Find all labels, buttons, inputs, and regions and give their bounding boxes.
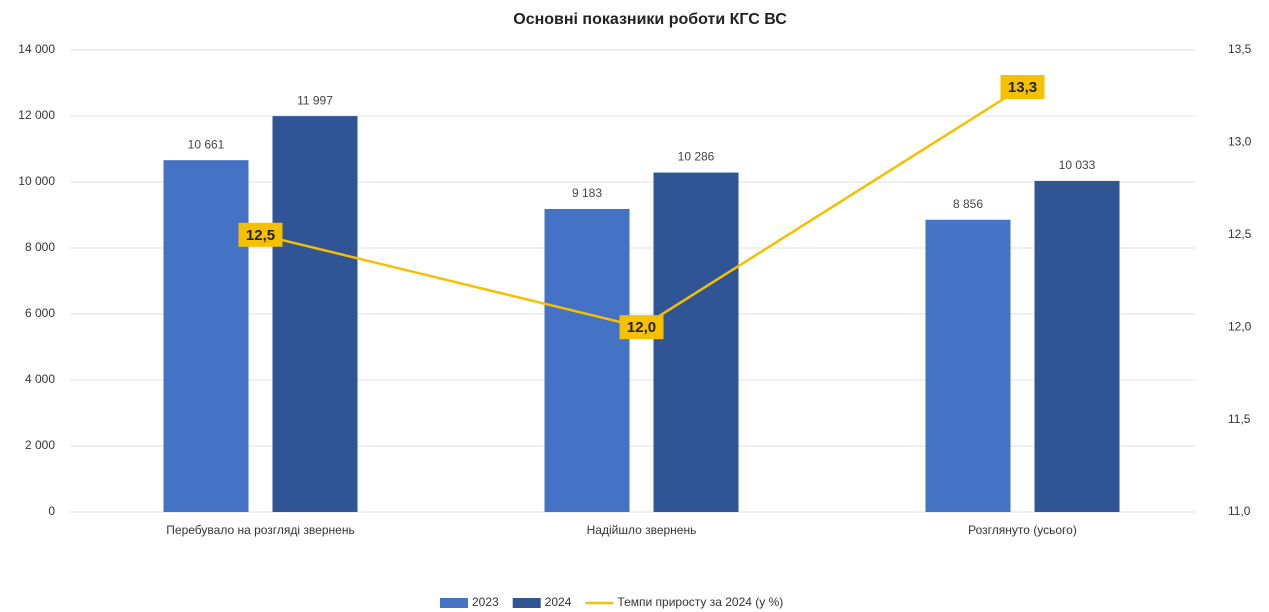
y2-tick-label: 11,5 [1228,412,1251,426]
bar [272,116,358,512]
bar-value-label: 9 183 [572,186,602,200]
grid [70,49,1195,513]
bar-value-label: 10 286 [678,150,715,164]
y-tick-label: 6 000 [25,306,55,320]
bar-value-label: 8 856 [953,197,983,211]
line-label-box [1000,74,1045,99]
bar-value-label: 10 661 [188,137,225,151]
line-value-label: 12,5 [246,227,275,244]
bar [544,208,630,512]
line-label-box [238,222,283,247]
x-tick-label: Надійшло звернень [587,523,697,537]
bar [925,219,1011,512]
y-tick-label: 12 000 [18,108,55,122]
legend-swatch [512,598,541,608]
legend-label: Темпи приросту за 2024 (у %) [617,595,783,609]
bar [163,160,249,512]
y2-tick-label: 13,0 [1228,135,1252,149]
bar [1034,180,1120,512]
y-tick-label: 4 000 [25,372,55,386]
chart-title: Основні показники роботи КГС ВС [513,11,787,28]
line [260,85,1024,329]
y2-tick-label: 13,5 [1228,42,1252,56]
y2-tick-label: 12,0 [1228,319,1252,333]
x-tick-label: Розглянуто (усього) [968,523,1077,537]
legend-swatch [440,598,468,608]
line-value-label: 12,0 [627,319,656,336]
y2-tick-label: 11,0 [1228,504,1251,518]
bar [653,172,739,512]
y-tick-label: 10 000 [18,174,55,188]
line-label-box [619,315,664,340]
legend-label: 2024 [545,595,572,609]
line-value-label: 13,3 [1008,79,1037,96]
bar-value-label: 10 033 [1059,158,1096,172]
y-tick-label: 14 000 [18,42,55,56]
y-tick-label: 2 000 [25,438,55,452]
y-tick-label: 8 000 [25,240,55,254]
y-tick-label: 0 [48,504,55,518]
bar-value-label: 11 997 [297,93,333,107]
legend-label: 2023 [472,595,499,609]
x-tick-label: Перебувало на розгляді звернень [166,523,354,537]
y2-tick-label: 12,5 [1228,227,1252,241]
